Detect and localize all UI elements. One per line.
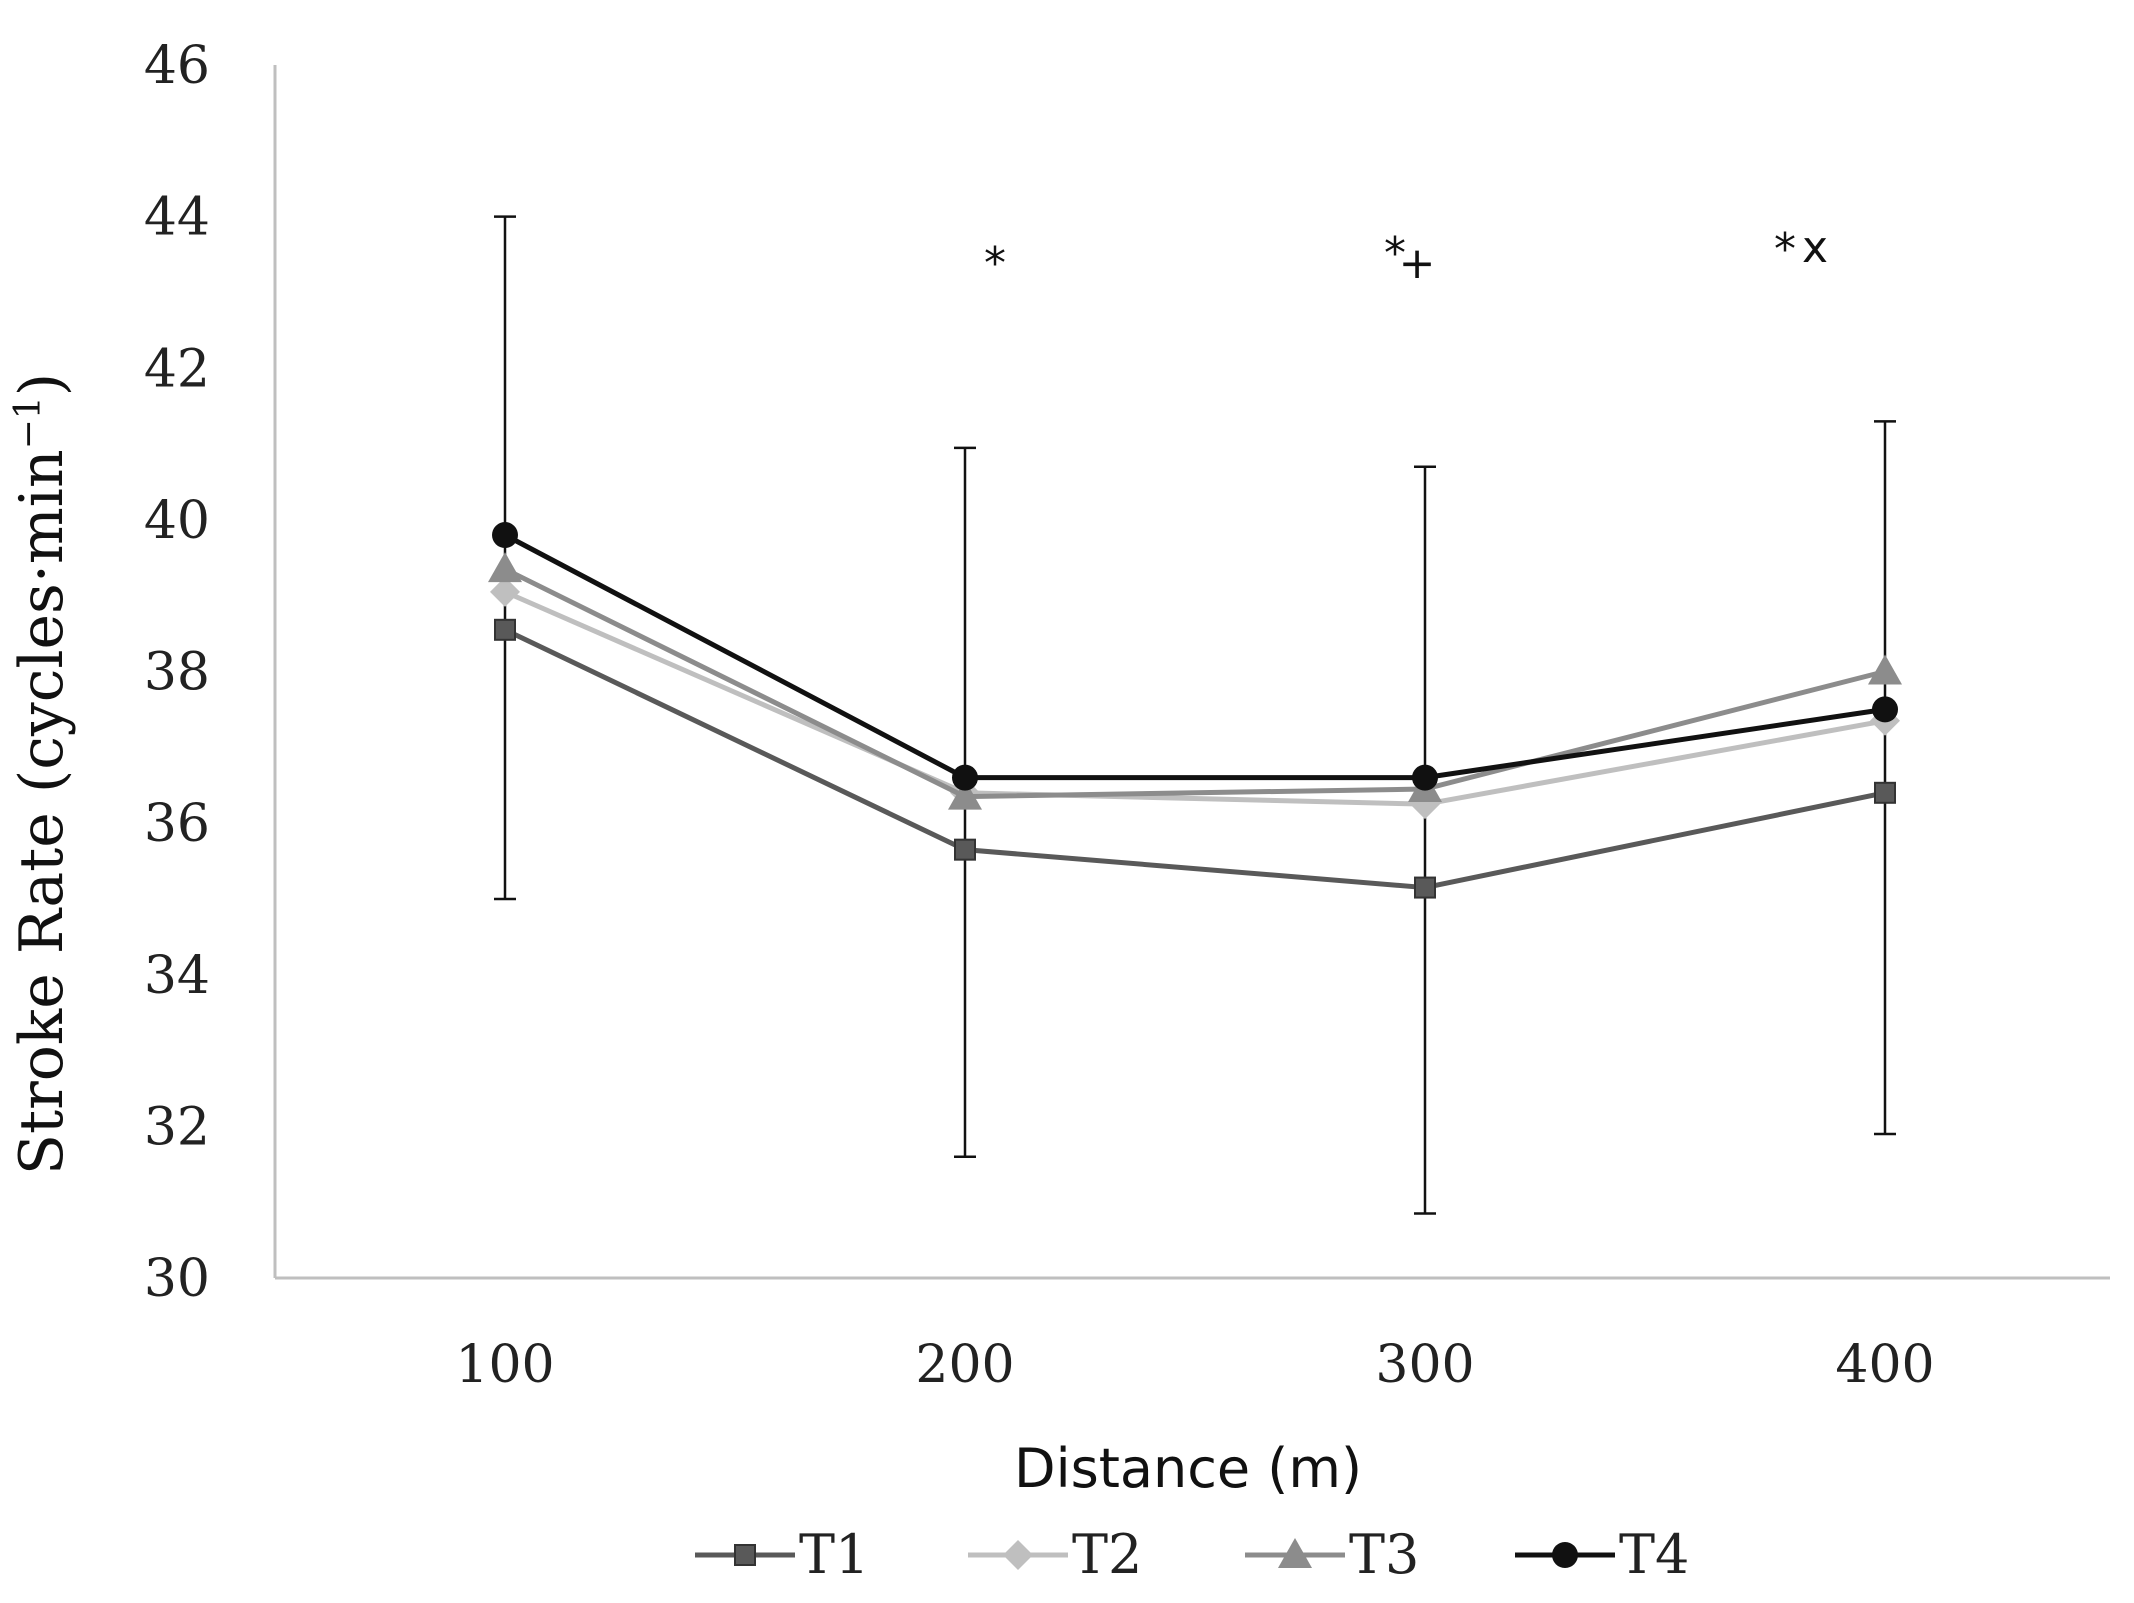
x-tick-label: 400 (1835, 1335, 1934, 1395)
significance-mark: * (1774, 224, 1796, 275)
y-axis-label-superscript: −1 (8, 396, 49, 449)
data-point-t1 (494, 618, 516, 641)
data-point-t1 (954, 838, 976, 861)
y-tick-label: 40 (144, 491, 210, 551)
legend-swatch-marker (1003, 1540, 1033, 1570)
data-point-t2 (490, 576, 520, 607)
significance-annotations: * *+ * x (984, 222, 1828, 289)
significance-mark: * (1384, 228, 1406, 279)
data-point-t3 (488, 552, 522, 583)
x-axis-label: Distance (m) (1014, 1437, 1362, 1500)
legend-item-t1: T1 (695, 1523, 869, 1586)
series-t4 (492, 522, 1898, 791)
legend-item-t4: T4 (1515, 1523, 1689, 1586)
y-axis-label-close: ) (7, 373, 77, 396)
data-point-t4 (1412, 764, 1438, 791)
legend-label: T2 (1072, 1523, 1142, 1586)
data-point-t4 (492, 522, 518, 549)
series-line-t1 (503, 627, 1886, 891)
y-tick-labels: 30 32 34 36 38 40 42 44 46 (144, 36, 210, 1309)
y-tick-label: 46 (144, 36, 210, 96)
x-tick-labels: 100 200 300 400 (455, 1335, 1934, 1395)
legend: T1 T2 T3 T4 (695, 1523, 1689, 1586)
data-point-t4 (952, 764, 978, 791)
x-tick-label: 200 (915, 1335, 1014, 1395)
error-bar (1874, 420, 1896, 1136)
data-point-t3 (948, 779, 982, 810)
legend-label: T4 (1619, 1523, 1689, 1586)
y-tick-label: 38 (144, 643, 210, 703)
significance-mark: x (1802, 222, 1828, 273)
legend-swatch-marker (1278, 1538, 1312, 1568)
significance-mark: + (1399, 238, 1436, 289)
legend-label: T3 (1349, 1523, 1419, 1586)
significance-mark: * (984, 238, 1006, 289)
x-tick-label: 100 (455, 1335, 554, 1395)
series-line-t4 (503, 532, 1886, 781)
y-tick-label: 30 (144, 1249, 210, 1309)
data-point-t1 (1414, 876, 1436, 899)
legend-swatch-marker (1552, 1542, 1578, 1568)
y-tick-label: 44 (144, 188, 210, 248)
data-point-t1 (1874, 781, 1896, 804)
data-point-t4 (1872, 696, 1898, 723)
error-bars (494, 215, 1896, 1215)
series-t1 (494, 618, 1896, 899)
legend-label: T1 (799, 1523, 869, 1586)
legend-item-t2: T2 (968, 1523, 1142, 1586)
legend-item-t3: T3 (1245, 1523, 1419, 1586)
error-bar (1414, 465, 1436, 1215)
series-t2 (490, 576, 1900, 820)
series-t3 (488, 552, 1902, 810)
y-tick-label: 34 (144, 946, 210, 1006)
y-tick-label: 32 (144, 1097, 210, 1157)
series-line-t3 (503, 566, 1886, 800)
series-line-t2 (503, 589, 1886, 807)
series-lines (488, 522, 1902, 899)
x-tick-label: 300 (1375, 1335, 1474, 1395)
y-axis-label: Stroke Rate (cycles·min−1) (7, 373, 77, 1175)
axes (273, 65, 2110, 1280)
legend-swatch-marker (734, 1544, 756, 1566)
data-point-t3 (1868, 654, 1902, 685)
y-tick-label: 36 (144, 794, 210, 854)
y-tick-label: 42 (144, 339, 210, 399)
